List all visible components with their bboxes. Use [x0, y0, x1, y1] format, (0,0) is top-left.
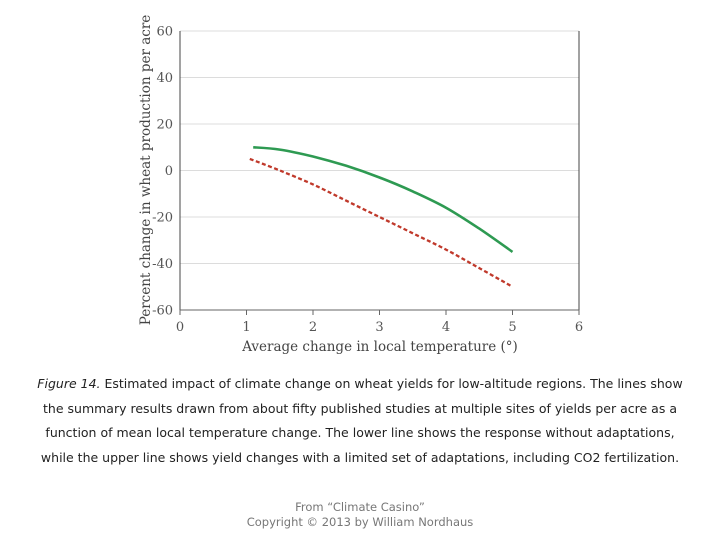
chart: 60 40 20 0 -20 -40 -60 0 1 2 3 4 5 6 Percent change …: [138, 15, 583, 355]
source-credit-line-2: Copyright © 2013 by William Nordhaus: [246, 515, 474, 529]
x-axis-title: Average change in local temperature (°): [241, 339, 518, 355]
x-tick-label-0: 0: [176, 320, 184, 335]
y-tick-label-6: -60: [152, 304, 173, 319]
x-tick-label-4: 4: [442, 320, 450, 335]
x-tick-label-3: 3: [375, 320, 383, 335]
figure-caption-text: Estimated impact of climate change on wh…: [40, 376, 683, 465]
x-tick-label-6: 6: [575, 320, 583, 335]
y-tick-label-0: 60: [156, 25, 173, 40]
y-tick-label-1: 40: [156, 71, 173, 86]
x-tick-label-5: 5: [508, 320, 516, 335]
y-axis-title: Percent change in wheat production per a…: [138, 15, 154, 326]
figure-caption: Figure 14. Estimated impact of climate c…: [30, 372, 690, 470]
source-credit-line-1: From “Climate Casino”: [295, 500, 425, 514]
figure-label: Figure 14.: [37, 376, 101, 391]
chart-gridlines: [180, 30, 579, 311]
series-line-dashed: [249, 157, 514, 288]
series-line-solid: [253, 146, 514, 253]
y-tick-label-3: 0: [165, 164, 173, 179]
x-tick-label-2: 2: [309, 320, 317, 335]
y-tick-label-5: -40: [152, 257, 173, 272]
y-tick-label-2: 20: [156, 118, 173, 133]
x-axis-ticks: 0 1 2 3 4 5 6: [176, 310, 583, 335]
chart-series: [249, 146, 514, 288]
y-axis-ticks: 60 40 20 0 -20 -40 -60: [152, 25, 173, 319]
y-tick-label-4: -20: [152, 211, 173, 226]
x-tick-label-1: 1: [242, 320, 250, 335]
source-credit: From “Climate Casino” Copyright © 2013 b…: [0, 500, 720, 530]
